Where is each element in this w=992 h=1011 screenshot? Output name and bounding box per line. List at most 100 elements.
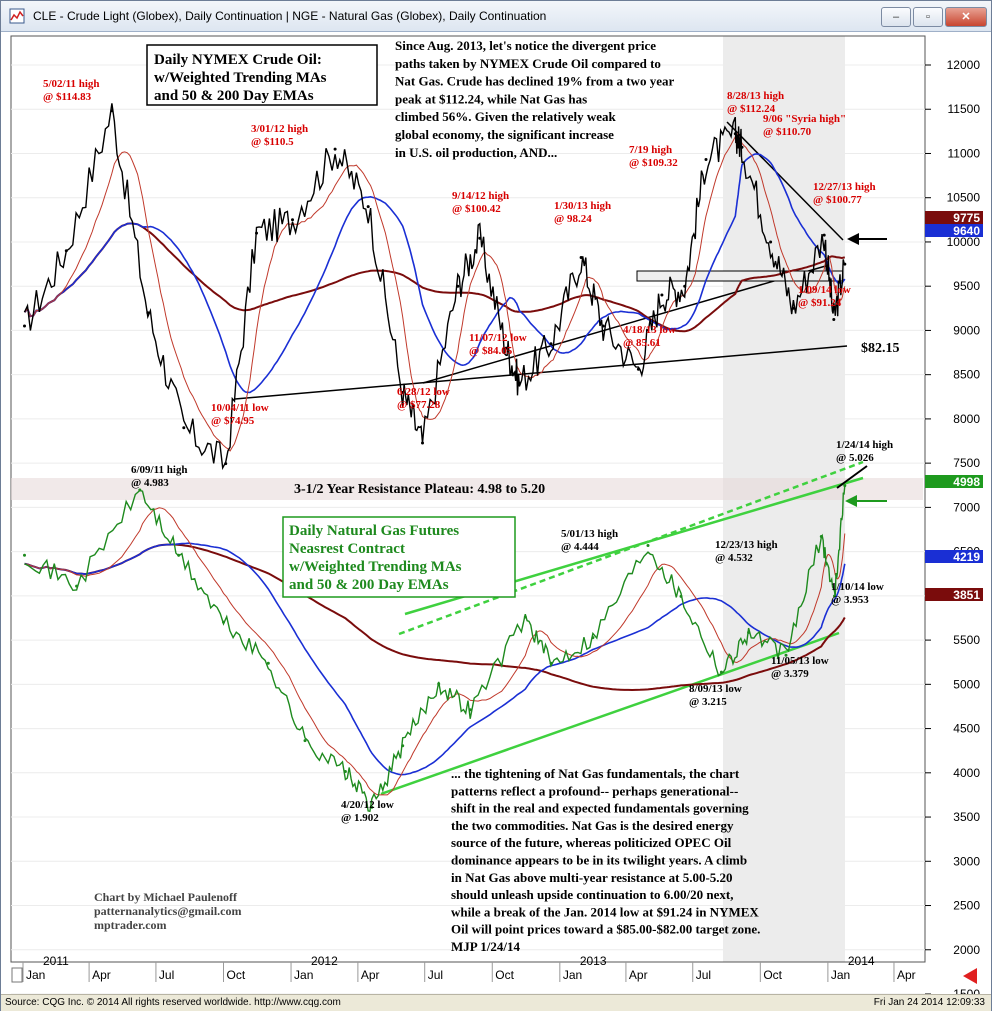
crude-data-point [660,293,664,297]
natgas-spike-marker [836,465,868,489]
natgas-data-point [719,670,723,674]
minimize-button[interactable]: – [881,7,911,27]
price-box [925,588,983,601]
axis-tick-label: 2500 [953,899,980,913]
price-box-value: 3851 [953,588,980,602]
crude-title-box [146,44,378,106]
natgas-data-point [833,594,836,598]
natgas-data-point [23,553,26,557]
year-label: 2011 [43,954,69,968]
natgas-commentary-line: shift in the real and expected fundament… [451,801,749,816]
close-button[interactable]: ✕ [945,7,987,27]
month-label: Apr [629,968,648,982]
natgas-annotation-value: @ 5.026 [836,452,874,464]
natgas-annotation-date: 6/09/11 high [131,464,188,476]
crude-data-point [333,147,337,151]
natgas-ema50-line [24,542,846,776]
natgas-data-point [646,544,650,547]
crude-ema200-line [23,222,846,333]
natgas-title-line1: Daily Natural Gas Futures [289,523,459,539]
natgas-data-point [177,553,181,557]
natgas-lower-channel [380,631,840,796]
crude-annotation-date: 9/14/12 high [452,190,509,202]
crude-commentary-line: paths taken by NYMEX Crude Oil compared … [395,56,661,71]
natgas-arrow-icon [845,495,887,507]
title-bar: CLE - Crude Light (Globex), Daily Contin… [1,1,991,32]
crude-data-point [832,318,836,321]
natgas-commentary: ... the tightening of Nat Gas fundamenta… [451,766,760,954]
crude-data-point [421,441,424,445]
natgas-data-point [549,661,553,665]
natgas-commentary-line: should unleash upside continuation to 6.… [451,887,733,902]
natgas-title-box [282,516,516,598]
axis-tick-label: 5500 [953,633,980,647]
natgas-annotation-value: @ 1.902 [341,812,379,824]
natgas-title-line2: Neasrest Contract [289,541,405,557]
credit-author: Chart by Michael Paulenoff [94,890,238,904]
month-label: Jul [428,968,443,982]
natgas-commentary-line: MJP 1/24/14 [451,939,520,954]
axis-tick-label: 11000 [948,146,981,160]
crude-annotation-value: @ 85.61 [623,337,661,349]
crude-annotation-value: @ $100.77 [813,194,862,206]
natgas-commentary-line: while a break of the Jan. 2014 low at $9… [451,904,759,919]
scroll-back-arrow-icon[interactable] [963,968,977,984]
crude-data-point [636,367,640,371]
natgas-title-line4: and 50 & 200 Day EMAs [289,577,449,593]
natgas-commentary-line: Oil will point prices toward a $85.00-$8… [451,922,760,937]
natgas-annotation-value: @ 4.532 [715,552,753,564]
axis-tick-label: 9500 [953,279,980,293]
natgas-data-point [523,615,527,619]
crude-data-point [769,240,773,244]
crude-data-point [182,426,186,430]
crude-data-point [822,233,826,237]
crude-data-point [579,256,583,259]
month-label: Apr [897,968,916,982]
axis-tick-label: 8000 [953,412,980,426]
chart-canvas: 3-1/2 Year Resistance Plateau: 4.98 to 5… [10,35,983,994]
natgas-ema200-line [24,543,846,692]
natgas-dashed-channel [398,460,864,636]
crude-weighted-ma-line [24,132,846,452]
crude-data-point [110,109,114,113]
crude-annotation-value: @ $77.28 [397,399,441,411]
axis-tick-label: 4500 [953,722,980,736]
crude-ema50-line [23,153,846,394]
natgas-annotation-value: @ 3.215 [689,696,727,708]
natgas-annotation-date: 1/24/14 high [836,439,893,451]
crude-annotation-value: @ $91.24 [798,297,842,309]
maximize-button[interactable]: ▫ [913,7,943,27]
natgas-commentary-line: dominance appears to be in its twilight … [451,853,747,868]
crude-data-point [549,342,553,346]
crude-commentary-line: in U.S. oil production, AND... [395,145,557,160]
natgas-data-point [222,620,225,624]
crude-commentary-line: Since Aug. 2013, let's notice the diverg… [395,38,656,53]
natgas-data-point [401,744,405,748]
status-bar: Source: CQG Inc. © 2014 All rights reser… [1,994,991,1011]
natgas-annotation-date: 11/05/13 low [771,655,829,667]
axis-tick-label: 8500 [953,368,980,382]
status-timestamp: Fri Jan 24 2014 12:09:33 [873,997,985,1008]
natgas-commentary-line: source of the future, whereas politicize… [451,835,732,850]
month-label: Oct [226,968,245,982]
natgas-commentary-line: in Nat Gas above multi-year resistance a… [451,870,733,885]
natgas-commentary-line: patterns reflect a profound-- perhaps ge… [451,783,738,798]
crude-data-point [456,284,460,288]
scroll-left-handle[interactable] [11,967,23,983]
crude-price-line [23,103,846,471]
natgas-annotation-value: @ 4.444 [561,541,599,553]
crude-commentary-line: Nat Gas. Crude has declined 19% from a t… [395,74,674,89]
crude-annotation-date: 12/27/13 high [813,181,876,193]
resistance-label: 3-1/2 Year Resistance Plateau: 4.98 to 5… [294,482,545,497]
crude-data-point [843,262,847,266]
crude-title-line3: and 50 & 200 Day EMAs [154,88,314,104]
chart-app-icon [9,8,25,24]
crude-title-line1: Daily NYMEX Crude Oil: [154,52,322,68]
series-layer [23,103,847,813]
natgas-annotation-date: 5/01/13 high [561,528,618,540]
natgas-data-point [437,682,441,686]
natgas-annotation-value: @ 3.953 [831,594,869,606]
month-label: Jan [563,968,582,982]
natgas-data-point [343,770,347,773]
